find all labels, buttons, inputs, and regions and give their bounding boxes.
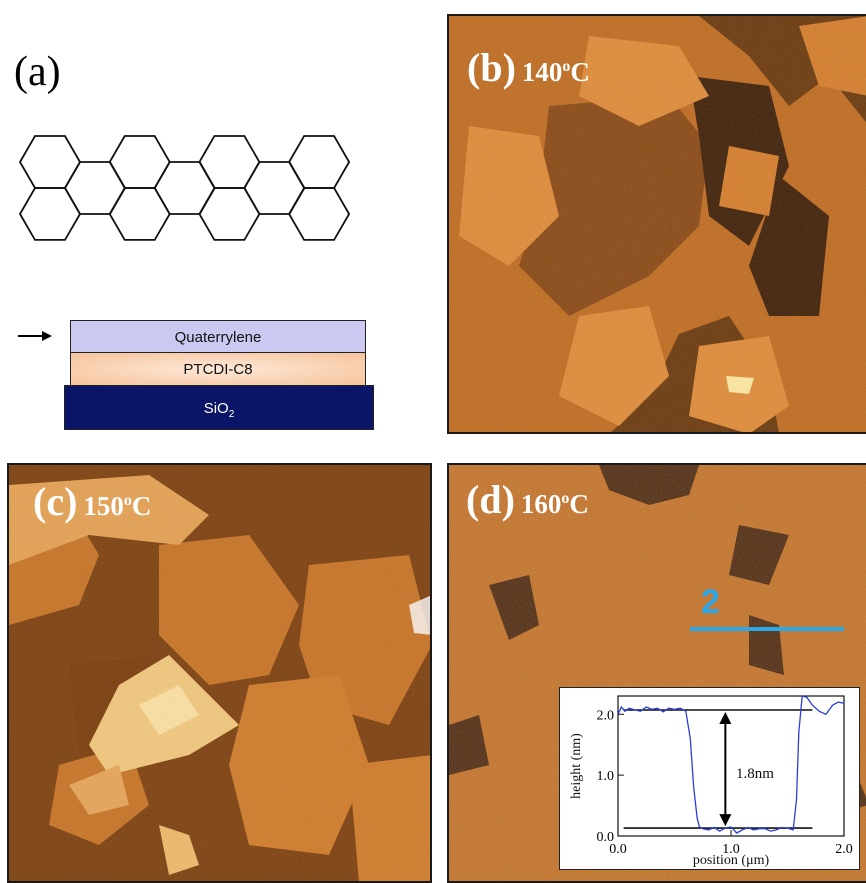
panel-d-label: (d) 160oC	[466, 477, 589, 522]
step-height-annotation: 1.8nm	[736, 766, 774, 782]
arrow-right-icon	[18, 331, 52, 341]
x-axis-label: position (μm)	[693, 853, 770, 868]
quaterrylene-bonds	[18, 135, 351, 241]
benzene-ring	[108, 187, 171, 241]
sio2-layer: SiO2	[64, 385, 374, 430]
profile-line-label: 2	[701, 583, 720, 621]
plot-frame	[617, 695, 845, 837]
quaterrylene-layer-label: Quaterrylene	[174, 329, 262, 346]
height-profile-chart: 0.0 1.0 2.0 0.0 1.0 2.0 1.8nm height (nm) po…	[569, 695, 853, 868]
height-profile-inset: 0.0 1.0 2.0 0.0 1.0 2.0 1.8nm height (nm) po…	[559, 687, 860, 870]
profile-line-marker	[690, 627, 844, 631]
quaterrylene-structure	[18, 135, 351, 241]
benzene-ring	[288, 187, 351, 241]
benzene-ring	[63, 161, 127, 215]
benzene-ring	[243, 161, 306, 215]
benzene-ring	[153, 161, 216, 215]
benzene-ring	[18, 187, 82, 241]
afm-image-b	[447, 14, 866, 434]
y-tick-label: 0.0	[597, 830, 615, 845]
quaterrylene-layer: Quaterrylene	[70, 320, 366, 353]
ptcdi-layer: PTCDI-C8	[70, 352, 366, 386]
panel-c-label: (c) 150oC	[33, 479, 152, 524]
panel-a-label: (a)	[14, 49, 61, 95]
y-tick-label: 1.0	[597, 769, 615, 784]
y-tick-label: 2.0	[597, 708, 615, 723]
x-tick-label: 2.0	[835, 842, 853, 857]
benzene-ring	[288, 135, 351, 189]
benzene-ring	[18, 135, 82, 189]
benzene-ring	[198, 187, 261, 241]
ptcdi-layer-label: PTCDI-C8	[183, 361, 253, 378]
x-tick-label: 1.0	[722, 842, 740, 857]
y-axis-label: height (nm)	[569, 733, 584, 799]
panel-b-label: (b) 140oC	[467, 45, 590, 90]
benzene-ring	[108, 135, 171, 189]
height-profile-series	[617, 695, 845, 834]
benzene-ring	[198, 135, 261, 189]
x-tick-label: 0.0	[609, 842, 627, 857]
sio2-layer-label: SiO2	[203, 400, 235, 420]
afm-image-c	[7, 463, 432, 883]
double-arrow-icon	[719, 712, 732, 827]
